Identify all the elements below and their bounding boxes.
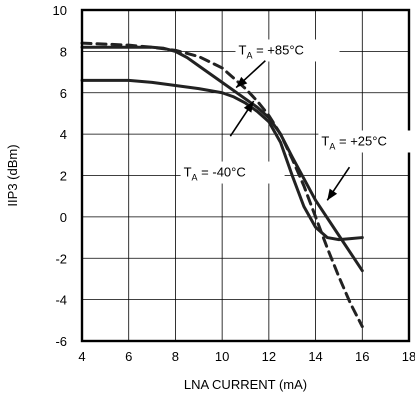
y-tick-label: 2 [60,169,67,184]
annotation-arrowhead [243,101,254,113]
annotation-label: TA = +85°C [238,42,303,60]
x-tick-label: 4 [78,349,85,364]
y-axis-label: IIP3 (dBm) [5,144,20,206]
annotation-background [180,161,285,184]
y-tick-label: -6 [55,334,67,349]
series-layer [80,41,364,329]
series-line-1 [80,78,364,242]
annotation-label-rest: = +25°C [335,134,386,149]
x-tick-label: 18 [402,349,415,364]
x-tick-label: 16 [355,349,369,364]
annotation-label-main: T [184,165,192,180]
annotation-label-rest: = +85°C [252,42,303,57]
tick-labels: 4 6 8 10 12 14 16 18 10 8 6 4 2 0 -2 -4 -6 [53,3,415,364]
grid [82,10,409,341]
annotations: TA = -40°CTA = +25°CTA = +85°C [180,39,415,201]
annotation-label-subscript: A [329,142,335,152]
annotation-label-main: T [238,42,246,57]
annotation-arrowhead [327,188,338,201]
y-tick-label: 6 [60,86,67,101]
x-tick-label: 14 [308,349,322,364]
y-tick-label: 8 [60,44,67,59]
annotation-label: TA = -40°C [184,165,246,183]
annotation-label-rest: = -40°C [198,165,246,180]
annotation-background [318,130,415,153]
y-tick-label: -2 [55,251,67,266]
plot-frame [80,8,411,343]
annotation-label-main: T [321,134,329,149]
x-axis-label: LNA CURRENT (mA) [184,377,307,392]
y-tick-label: 4 [60,127,67,142]
y-tick-label: 10 [53,3,67,18]
series-annotation-3: TA = +85°C [235,39,340,89]
annotation-label-subscript: A [246,50,252,60]
annotation-label: TA = +25°C [321,134,386,152]
series-annotation-1: TA = -40°C [180,100,285,184]
x-tick-label: 6 [125,349,132,364]
x-tick-label: 8 [172,349,179,364]
y-tick-label: 0 [60,210,67,225]
series-annotation-2: TA = +25°C [318,130,415,201]
annotation-arrowhead [236,76,248,88]
x-tick-label: 10 [215,349,229,364]
series-line-3 [80,41,364,329]
x-tick-label: 12 [262,349,276,364]
annotation-background [235,39,340,62]
y-tick-label: -4 [55,293,67,308]
annotation-label-subscript: A [192,173,198,183]
